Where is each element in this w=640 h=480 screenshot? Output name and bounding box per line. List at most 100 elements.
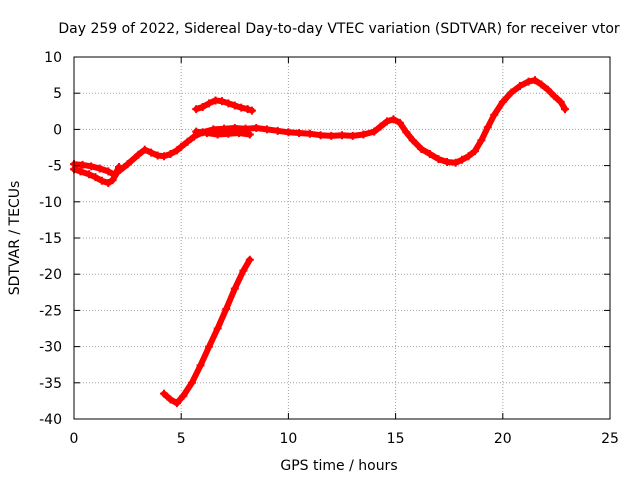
data-point	[213, 324, 222, 333]
y-tick-label: 5	[53, 86, 62, 102]
y-tick-label: -20	[39, 267, 62, 283]
data-point	[110, 171, 119, 180]
data-point	[370, 127, 379, 136]
data-point	[202, 129, 211, 138]
y-tick-label: -5	[48, 159, 62, 175]
data-point	[507, 88, 516, 97]
data-point	[483, 123, 492, 132]
data-point	[123, 160, 132, 169]
data-point	[160, 152, 169, 161]
data-point	[470, 147, 479, 156]
y-tick-label: -15	[39, 231, 62, 247]
x-tick-label: 20	[494, 431, 512, 447]
data-point	[140, 145, 149, 154]
data-point	[451, 158, 460, 167]
data-point	[183, 137, 192, 146]
data-point	[87, 162, 96, 171]
data-point	[91, 173, 100, 182]
data-point	[198, 102, 207, 111]
data-point	[359, 130, 368, 139]
data-point	[76, 167, 85, 176]
data-point	[443, 157, 452, 166]
data-point	[213, 130, 222, 139]
data-point	[217, 97, 226, 106]
data-point	[172, 399, 181, 408]
data-point	[556, 97, 565, 106]
data-point	[147, 148, 156, 157]
data-point	[560, 105, 569, 114]
data-point	[172, 146, 181, 155]
data-point	[78, 160, 87, 169]
axis-ticks	[73, 56, 611, 420]
data-point	[434, 155, 443, 164]
data-point	[376, 122, 385, 131]
x-tick-label: 0	[70, 431, 79, 447]
x-tick-labels: 0 5 10 15 20 25	[70, 431, 619, 447]
data-point	[230, 284, 239, 293]
data-point	[192, 105, 201, 114]
data-marks	[70, 76, 569, 408]
data-point	[490, 110, 499, 119]
data-point	[477, 136, 486, 145]
data-point	[205, 342, 214, 351]
data-point	[104, 178, 113, 187]
data-point	[85, 170, 94, 179]
series-band-steep	[161, 256, 253, 407]
data-point	[187, 378, 196, 387]
data-point	[108, 176, 117, 185]
y-tick-label: -10	[39, 195, 62, 211]
data-point	[402, 128, 411, 137]
data-point	[179, 391, 188, 400]
data-point	[177, 142, 186, 151]
y-tick-label: -30	[39, 340, 62, 356]
data-point	[348, 131, 357, 140]
data-point	[262, 125, 271, 134]
data-point	[537, 80, 546, 89]
data-point	[237, 103, 246, 112]
data-point	[245, 255, 254, 264]
data-point	[166, 150, 175, 159]
x-tick-label: 15	[387, 431, 405, 447]
y-tick-label: 10	[44, 50, 62, 66]
data-point	[134, 150, 143, 159]
data-point	[550, 92, 559, 101]
data-point	[417, 144, 426, 153]
data-point	[316, 131, 325, 140]
x-tick-label: 10	[279, 431, 297, 447]
y-tick-label: -40	[39, 412, 62, 428]
data-point	[327, 131, 336, 140]
x-axis-label: GPS time / hours	[280, 458, 397, 474]
chart-title: Day 259 of 2022, Sidereal Day-to-day VTE…	[58, 21, 620, 37]
data-point	[284, 128, 293, 137]
data-point	[464, 152, 473, 161]
data-point	[97, 176, 106, 185]
data-point	[515, 81, 524, 90]
y-tick-label: -35	[39, 376, 62, 392]
data-point	[95, 164, 104, 173]
data-point	[166, 395, 175, 404]
data-point	[273, 126, 282, 135]
y-axis-label: SDTVAR / TECUs	[7, 181, 23, 296]
data-point	[239, 266, 248, 275]
x-tick-label: 5	[177, 431, 186, 447]
data-point	[190, 132, 199, 141]
data-point	[243, 105, 252, 114]
data-point	[458, 155, 467, 164]
data-point	[196, 361, 205, 370]
data-point	[389, 115, 398, 124]
data-point	[425, 150, 434, 159]
x-tick-label: 25	[601, 431, 619, 447]
y-tick-labels: 10 5 0 -5 -10 -15 -20 -25 -30 -35 -40	[39, 50, 62, 428]
data-point	[235, 129, 244, 138]
data-point	[383, 117, 392, 126]
data-point	[395, 118, 404, 127]
series-band-main	[71, 77, 568, 186]
data-point	[408, 136, 417, 145]
data-point	[224, 99, 233, 108]
data-point	[252, 123, 261, 132]
data-point	[230, 101, 239, 110]
data-point	[524, 77, 533, 86]
data-point	[247, 106, 256, 115]
data-point	[530, 76, 539, 85]
